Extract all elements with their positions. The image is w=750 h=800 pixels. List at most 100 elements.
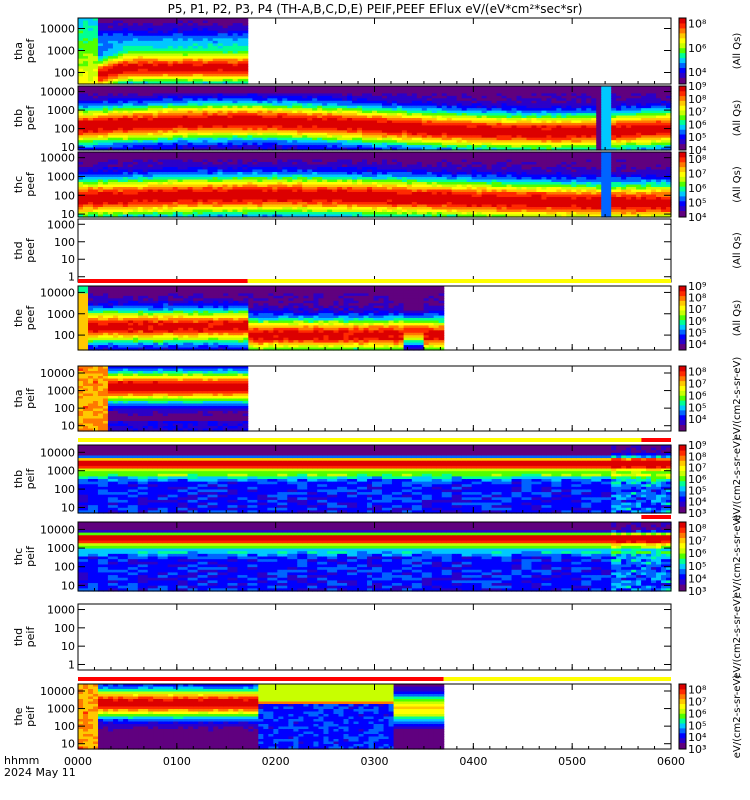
spectrogram-cell bbox=[332, 140, 338, 144]
spectrogram-cell bbox=[222, 125, 229, 129]
spectrogram-cell bbox=[117, 58, 124, 62]
spectrogram-cell bbox=[626, 142, 632, 146]
spectrogram-cell bbox=[252, 120, 258, 124]
spectrogram-cell bbox=[391, 137, 398, 141]
spectrogram-cell bbox=[112, 120, 119, 124]
spectrogram-cell bbox=[117, 20, 124, 24]
spectrogram-cell bbox=[177, 122, 184, 126]
spectrogram-cell bbox=[207, 73, 214, 77]
spectrogram-cell bbox=[232, 28, 239, 32]
spectrogram-cell bbox=[142, 115, 149, 119]
spectrogram-cell bbox=[187, 81, 194, 85]
spectrogram-cell bbox=[137, 20, 144, 24]
spectrogram-cell bbox=[357, 125, 363, 129]
spectrogram-cell bbox=[262, 93, 268, 97]
spectrogram-cell bbox=[626, 137, 632, 141]
spectrogram-cell bbox=[82, 28, 89, 32]
spectrogram-cell bbox=[172, 71, 179, 75]
spectrogram-cell bbox=[177, 132, 184, 136]
spectrogram-cell bbox=[531, 88, 538, 92]
spectrogram-cell bbox=[132, 76, 139, 80]
spectrogram-cell bbox=[297, 130, 303, 134]
spectrogram-cell bbox=[207, 103, 214, 107]
spectrogram-cell bbox=[147, 142, 154, 146]
spectrogram-cell bbox=[611, 105, 617, 109]
spectrogram-cell bbox=[267, 100, 273, 104]
spectrogram-cell bbox=[112, 33, 119, 37]
spectrogram-cell bbox=[591, 135, 597, 139]
spectrogram-cell bbox=[566, 147, 572, 151]
spectrogram-cell bbox=[192, 81, 199, 85]
spectrogram-cell bbox=[222, 113, 229, 117]
spectrogram-cell bbox=[92, 103, 99, 107]
spectrogram-cell bbox=[496, 95, 503, 99]
spectrogram-cell bbox=[571, 135, 577, 139]
spectrogram-cell bbox=[391, 100, 398, 104]
spectrogram-cell bbox=[222, 120, 229, 124]
spectrogram-cell bbox=[571, 125, 577, 129]
spectrogram-cell bbox=[117, 130, 124, 134]
spectrogram-cell bbox=[262, 90, 268, 94]
spectrogram-cell bbox=[252, 113, 258, 117]
spectrogram-cell bbox=[227, 38, 234, 42]
spectrogram-cell bbox=[526, 88, 533, 92]
spectrogram-cell bbox=[367, 103, 373, 107]
spectrogram-cell bbox=[197, 132, 204, 136]
spectrogram-cell bbox=[78, 118, 84, 122]
spectrogram-cell bbox=[152, 147, 159, 151]
spectrogram-cell bbox=[411, 86, 418, 90]
spectrogram-cell bbox=[137, 105, 144, 109]
spectrogram-cell bbox=[142, 122, 149, 126]
spectrogram-cell bbox=[152, 48, 159, 52]
spectrogram-cell bbox=[252, 142, 258, 146]
spectrogram-cell bbox=[237, 18, 244, 22]
spectrogram-cell bbox=[252, 147, 258, 151]
spectrogram-cell bbox=[426, 118, 433, 122]
spectrogram-cell bbox=[137, 135, 144, 139]
spectrogram-cell bbox=[117, 88, 124, 92]
spectrogram-cell bbox=[267, 137, 273, 141]
spectrogram-cell bbox=[526, 115, 533, 119]
spectrogram-cell bbox=[197, 71, 204, 75]
spectrogram-cell bbox=[97, 120, 104, 124]
spectrogram-cell bbox=[367, 115, 373, 119]
spectrogram-cell bbox=[381, 142, 388, 146]
spectrogram-cell bbox=[297, 120, 303, 124]
spectrogram-cell bbox=[97, 105, 104, 109]
spectrogram-cell bbox=[167, 115, 174, 119]
spectrogram-cell bbox=[212, 48, 219, 52]
spectrogram-cell bbox=[332, 122, 338, 126]
spectrogram-cell bbox=[581, 88, 587, 92]
spectrogram-cell bbox=[456, 93, 463, 97]
spectrogram-cell bbox=[177, 130, 184, 134]
spectrogram-cell bbox=[122, 48, 129, 52]
spectrogram-cell bbox=[367, 125, 373, 129]
spectrogram-cell bbox=[376, 95, 383, 99]
spectrogram-cell bbox=[332, 90, 338, 94]
spectrogram-cell bbox=[591, 142, 597, 146]
spectrogram-cell bbox=[107, 38, 114, 42]
spectrogram-cell bbox=[142, 125, 149, 129]
spectrogram-cell bbox=[197, 40, 204, 44]
spectrogram-cell bbox=[591, 137, 597, 141]
spectrogram-cell bbox=[182, 56, 189, 60]
spectrogram-cell bbox=[152, 20, 159, 24]
spectrogram-cell bbox=[312, 120, 318, 124]
spectrogram-cell bbox=[132, 86, 139, 90]
spectrogram-cell bbox=[102, 142, 109, 146]
spectrogram-cell bbox=[237, 142, 244, 146]
spectrogram-cell bbox=[147, 71, 154, 75]
spectrogram-cell bbox=[501, 132, 508, 136]
spectrogram-cell bbox=[217, 78, 224, 83]
spectrogram-cell bbox=[172, 33, 179, 37]
spectrogram-cell bbox=[147, 86, 154, 90]
spectrogram-cell bbox=[376, 115, 383, 119]
spectrogram-cell bbox=[431, 145, 438, 149]
spectrogram-cell bbox=[182, 38, 189, 42]
spectrogram-cell bbox=[471, 103, 478, 107]
spectrogram-cell bbox=[217, 147, 224, 151]
spectrogram-cell bbox=[187, 88, 194, 92]
spectrogram-cell bbox=[232, 68, 239, 72]
spectrogram-cell bbox=[466, 145, 473, 149]
spectrogram-cell bbox=[357, 95, 363, 99]
